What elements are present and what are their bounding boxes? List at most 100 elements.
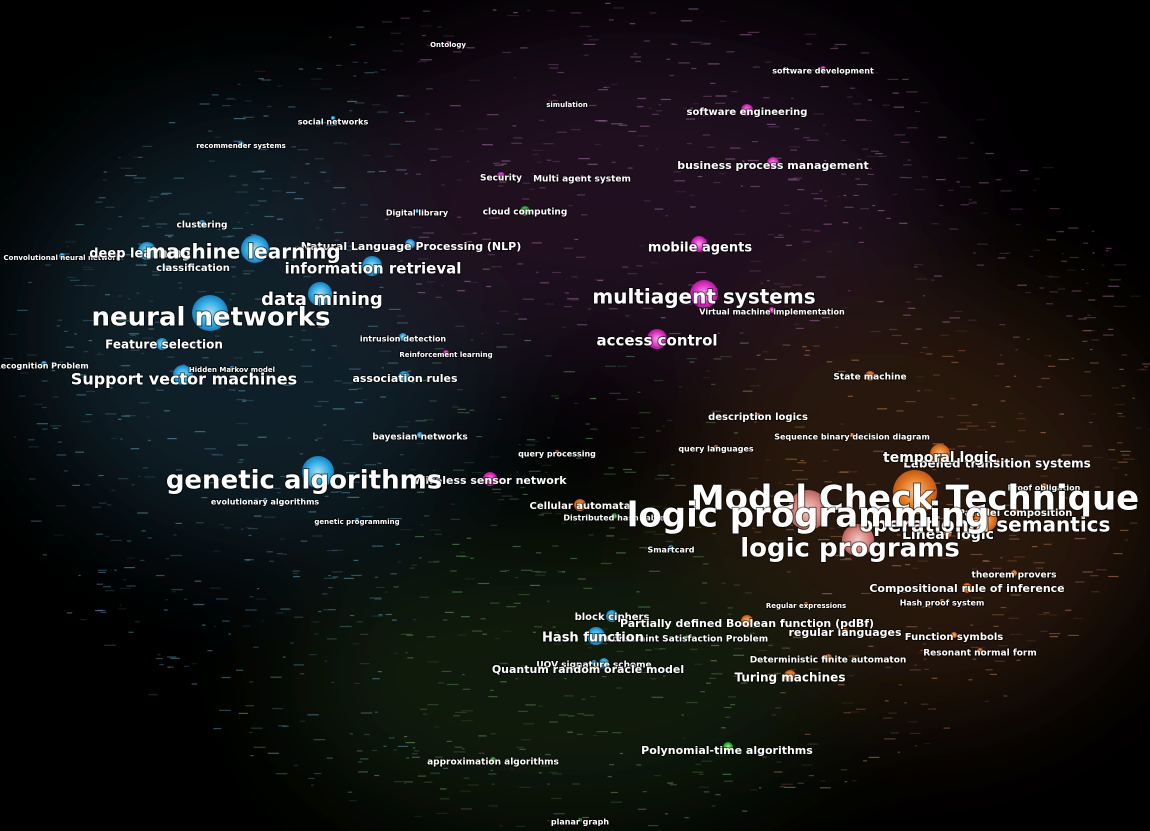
speck [288,106,296,108]
speck [92,506,102,508]
speck [762,756,767,758]
speck [745,751,752,753]
speck [762,351,769,353]
speck [1095,486,1100,488]
speck [654,648,663,650]
speck [432,470,436,472]
speck [607,466,615,469]
speck [400,529,412,531]
speck [312,535,323,537]
speck [379,350,391,352]
speck [124,567,135,569]
speck [490,689,494,691]
node-label: logic programming [627,496,990,536]
speck [730,488,741,491]
speck [460,556,469,558]
speck [859,227,862,229]
speck [1140,368,1145,370]
speck [330,491,338,493]
speck [802,241,811,243]
speck [833,46,838,48]
speck [844,781,848,783]
speck [939,204,944,207]
speck [552,94,556,96]
speck [320,88,333,90]
speck [976,647,985,649]
speck [574,238,579,241]
speck [933,482,941,484]
speck [734,233,745,235]
speck [553,813,565,815]
speck [609,669,615,671]
node-label: bayesian networks [372,433,467,443]
speck [168,122,176,124]
node [520,206,530,216]
speck [277,553,284,555]
speck [529,584,540,586]
speck [585,437,593,440]
speck [82,269,94,271]
speck [703,376,710,379]
speck [440,798,450,800]
speck [535,574,546,576]
speck [146,416,150,418]
speck [866,432,873,435]
speck [785,244,792,246]
speck [612,732,622,734]
node-label: Quantum random oracle model [492,663,684,676]
node-label: Polynomial-time algorithms [641,744,813,757]
speck [152,274,160,276]
speck [219,523,225,526]
speck [788,225,791,227]
speck [915,278,928,280]
speck [374,71,378,73]
speck [441,184,445,186]
speck [985,466,994,468]
speck [794,128,800,130]
speck [851,780,857,782]
speck [424,781,433,783]
speck [781,647,791,649]
speck [514,313,519,315]
speck [249,681,254,683]
speck [642,791,647,793]
speck [399,454,404,456]
speck [506,758,518,760]
speck [195,522,204,524]
speck [1130,522,1138,524]
speck [609,764,615,766]
speck [1010,633,1022,635]
speck [219,709,231,711]
speck [882,104,890,106]
speck [350,44,356,46]
speck [326,757,333,759]
node [741,104,753,116]
speck [1024,488,1028,490]
speck [532,149,544,151]
speck [36,423,48,425]
speck [310,268,319,270]
speck [1091,591,1100,593]
speck [715,794,721,796]
speck [946,504,953,506]
speck [321,593,328,595]
speck [780,286,791,288]
speck [170,657,180,659]
speck [95,201,103,203]
speck [81,421,92,423]
speck [750,260,762,262]
speck [766,459,770,461]
speck [41,406,47,409]
speck [438,682,444,684]
speck [697,176,703,178]
speck [147,537,152,539]
speck [657,474,670,476]
speck [346,472,356,474]
speck [461,710,473,712]
speck [753,421,758,423]
speck [361,515,373,518]
speck [522,493,528,495]
speck [208,160,215,162]
speck [250,727,263,729]
speck [879,658,885,660]
